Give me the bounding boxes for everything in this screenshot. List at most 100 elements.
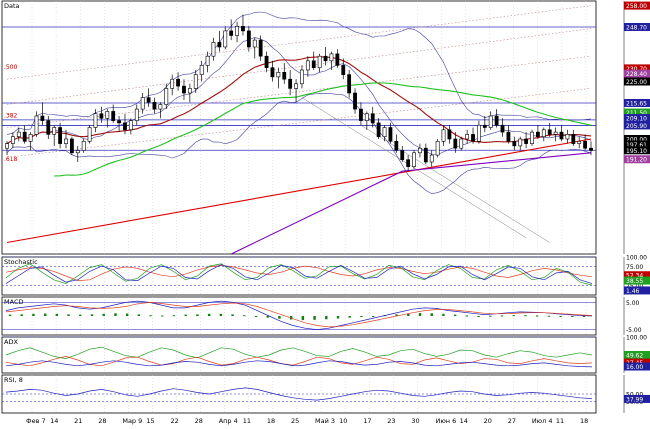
price-tag-text: 195.10 [626,148,647,155]
price-tag-box [624,1,650,10]
price-tag-text: 225.00 [626,79,647,86]
macd-histogram-bar [336,316,340,319]
price-tag-text: 205.90 [626,123,647,130]
macd-histogram-bar [313,316,316,320]
candle-body [441,129,446,142]
candle-body [435,141,440,156]
panel-title-indicator: MACD [4,298,23,306]
macd-histogram-bar [395,314,398,316]
price-tag-box [624,114,650,123]
candle-body [589,147,593,151]
x-axis-label: 10 [339,417,347,425]
x-axis-label: 22 [171,417,179,425]
candle-body [140,97,145,110]
candle-body [488,115,493,128]
macd-histogram-bar [43,313,47,316]
macd-histogram-bar [90,314,94,316]
x-axis-label: 27 [508,417,516,425]
candle-body [246,30,251,48]
candle-body [406,159,411,167]
price-tag-text: 248.70 [626,24,647,31]
x-axis-label: 21 [74,417,82,425]
candle-body [394,141,399,151]
macd-histogram-bar [477,316,480,317]
price-tag-text: 191.20 [626,157,647,164]
candle-body [370,113,375,124]
price-tag-box [624,140,650,149]
macd-histogram-bar [325,316,328,320]
price-tag-text: 197.61 [626,142,647,149]
panel-title-indicator: ADX [4,338,18,346]
candle-body [571,134,576,144]
fib-label: .382 [4,112,18,119]
candle-body [134,108,139,121]
indicator-series-line [5,265,593,281]
candle-body [482,124,487,128]
price-tag-text: 200.00 [626,137,647,144]
fib-label: .500 [4,64,18,71]
indicator-series-line [5,263,593,286]
candle-body [258,39,263,57]
candle-body [494,115,499,126]
macd-histogram-bar [278,316,281,319]
x-axis-label: 18 [580,417,588,425]
panel-title-price: Data [4,2,20,10]
macd-histogram-bar [535,315,539,317]
candle-body [541,129,546,138]
candle-body [211,42,216,57]
price-tag-text: 258.00 [626,3,647,10]
panel-title-indicator: RSI, 8 [4,376,23,384]
indicator-tick-label: 100.00 [626,335,647,342]
candle-body [199,65,204,75]
macd-histogram-bar [418,313,422,316]
candle-body [500,124,505,133]
price-tag-text: 228.40 [626,71,647,78]
candle-body [565,134,570,140]
indicator-value-box [624,286,650,295]
candle-body [423,147,428,163]
candle-body [87,127,92,142]
candle-body [329,53,334,62]
macd-histogram-bar [8,314,12,316]
macd-histogram-bar [67,314,70,316]
indicator-tick-label: 100.00 [626,255,647,262]
macd-histogram-bar [301,316,305,321]
x-axis-label: 15 [146,417,154,425]
indicator-series-line [5,360,593,368]
indicator-series-line [5,302,593,328]
candle-body [512,141,517,147]
candle-body [69,138,74,154]
price-tag-text: 230.70 [626,66,647,73]
indicator-tick-label: 5.00 [626,300,640,307]
candle-body [376,122,381,138]
macd-histogram-bar [371,316,375,317]
macd-histogram-bar [219,313,223,316]
candle-body [10,136,15,144]
candle-body [123,122,127,131]
candle-body [341,65,346,75]
candle-body [128,120,133,131]
macd-histogram-bar [196,314,199,316]
candle-body [52,127,57,135]
candle-body [359,108,363,121]
candle-body [252,39,257,48]
candle-body [75,150,80,154]
candle-body [311,60,316,68]
x-axis-label: 30 [411,417,419,425]
candle-body [335,53,340,66]
candle-body [412,152,416,167]
macd-histogram-bar [453,314,457,316]
candle-body [288,78,293,89]
channel-line [6,55,592,128]
macd-histogram-bar [137,314,141,316]
indicator-value-box [624,394,650,403]
macd-histogram-bar [20,314,23,316]
trendline-purple [230,152,592,255]
price-tag-box [624,108,650,117]
candle-body [530,131,534,144]
macd-histogram-bar [254,316,258,317]
fib-label: .618 [4,156,18,163]
candle-body [282,72,287,80]
macd-histogram-bar [172,315,176,317]
indicator-series-line [5,264,593,284]
